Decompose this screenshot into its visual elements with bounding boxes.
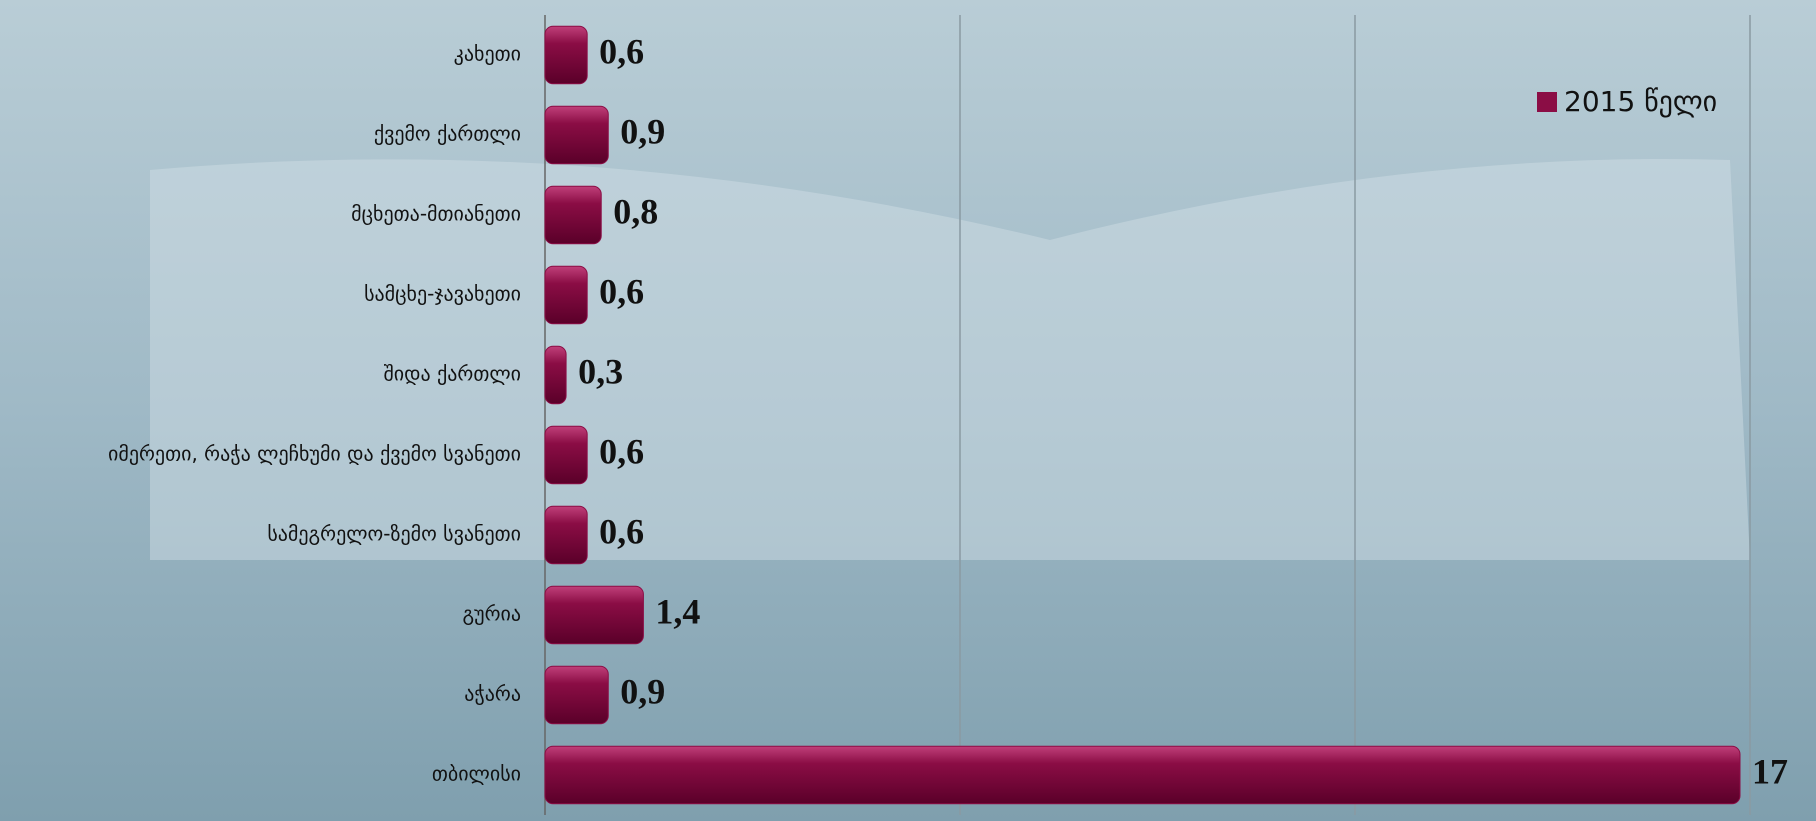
y-tick-label: შიდა ქართლი — [383, 362, 521, 386]
y-tick-label: მცხეთა-მთიანეთი — [351, 202, 521, 226]
y-tick-label: სამეგრელო-ზემო სვანეთი — [267, 522, 521, 546]
y-tick-label: იმერეთი, რაჭა ლეჩხუმი და ქვემო სვანეთი — [108, 442, 521, 466]
bar — [544, 505, 588, 565]
data-label: 17 — [1752, 751, 1788, 791]
bar — [544, 25, 588, 85]
legend-label: 2015 წელი — [1564, 85, 1717, 118]
y-tick-label: აჭარა — [464, 682, 521, 706]
bar — [544, 105, 609, 165]
bar — [544, 345, 567, 405]
data-label: 0,8 — [613, 191, 658, 231]
bar — [544, 585, 644, 645]
data-label: 0,3 — [578, 351, 623, 391]
y-tick-label: ქვემო ქართლი — [374, 122, 521, 146]
bar — [544, 745, 1741, 805]
bar — [544, 665, 609, 725]
y-tick-label: სამცხე-ჯავახეთი — [364, 282, 521, 306]
data-label: 0,9 — [620, 111, 665, 151]
data-label: 0,9 — [620, 671, 665, 711]
data-label: 0,6 — [599, 431, 644, 471]
bar — [544, 185, 602, 245]
y-tick-label: კახეთი — [454, 42, 521, 66]
data-label: 0,6 — [599, 511, 644, 551]
data-label: 0,6 — [599, 271, 644, 311]
bar — [544, 265, 588, 325]
legend-swatch — [1537, 92, 1557, 112]
y-tick-label: თბილისი — [432, 762, 521, 786]
y-tick-label: გურია — [463, 602, 522, 626]
bar — [544, 425, 588, 485]
data-label: 0,6 — [599, 31, 644, 71]
data-label: 1,4 — [655, 591, 700, 631]
